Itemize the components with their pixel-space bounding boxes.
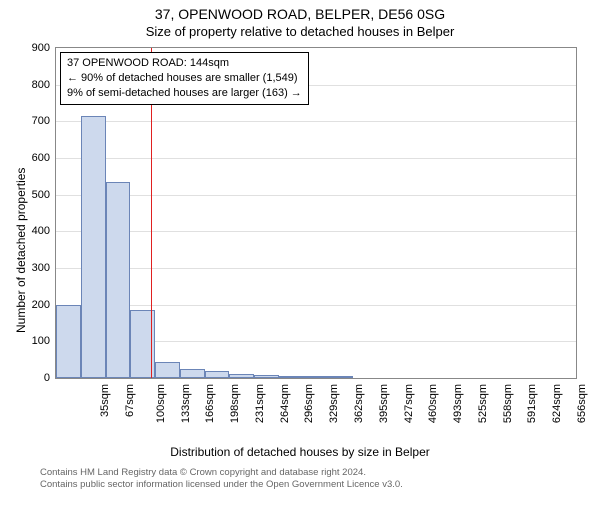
x-tick-label: 656sqm: [576, 384, 588, 423]
gridline: [56, 121, 576, 122]
x-tick-label: 231sqm: [254, 384, 266, 423]
y-tick-label: 100: [20, 335, 50, 347]
x-tick-label: 558sqm: [502, 384, 514, 423]
histogram-bar: [304, 376, 329, 378]
page-subtitle: Size of property relative to detached ho…: [0, 24, 600, 39]
footer-attribution: Contains HM Land Registry data © Crown c…: [40, 467, 600, 492]
gridline: [56, 158, 576, 159]
annotation-line-2: ← 90% of detached houses are smaller (1,…: [67, 71, 302, 86]
annotation-line-3: 9% of semi-detached houses are larger (1…: [67, 86, 302, 101]
histogram-bar: [155, 362, 180, 379]
x-tick-label: 493sqm: [452, 384, 464, 423]
histogram-bar: [328, 376, 353, 378]
x-tick-label: 460sqm: [427, 384, 439, 423]
gridline: [56, 268, 576, 269]
histogram-bar: [180, 369, 205, 378]
x-tick-label: 362sqm: [353, 384, 365, 423]
footer-line-2: Contains public sector information licen…: [40, 479, 600, 491]
y-tick-label: 300: [20, 262, 50, 274]
gridline: [56, 195, 576, 196]
y-tick-label: 500: [20, 189, 50, 201]
y-tick-label: 700: [20, 115, 50, 127]
y-tick-label: 400: [20, 225, 50, 237]
x-tick-label: 591sqm: [526, 384, 538, 423]
histogram-bar: [254, 375, 279, 378]
x-tick-label: 624sqm: [551, 384, 563, 423]
y-tick-label: 0: [20, 372, 50, 384]
histogram-bar: [205, 371, 230, 378]
histogram-bar: [279, 376, 304, 378]
histogram-bar: [56, 305, 81, 378]
x-tick-label: 133sqm: [180, 384, 192, 423]
x-tick-label: 296sqm: [304, 384, 316, 423]
x-tick-label: 329sqm: [328, 384, 340, 423]
x-tick-label: 198sqm: [229, 384, 241, 423]
x-tick-label: 100sqm: [155, 384, 167, 423]
gridline: [56, 305, 576, 306]
annotation-line-1: 37 OPENWOOD ROAD: 144sqm: [67, 56, 302, 71]
y-tick-label: 800: [20, 79, 50, 91]
x-tick-label: 166sqm: [205, 384, 217, 423]
x-tick-label: 525sqm: [477, 384, 489, 423]
footer-line-1: Contains HM Land Registry data © Crown c…: [40, 467, 600, 479]
plot-area: 010020030040050060070080090035sqm67sqm10…: [55, 47, 577, 379]
gridline: [56, 231, 576, 232]
page-title: 37, OPENWOOD ROAD, BELPER, DE56 0SG: [0, 6, 600, 22]
histogram-bar: [106, 182, 131, 378]
annotation-box: 37 OPENWOOD ROAD: 144sqm← 90% of detache…: [60, 52, 309, 105]
x-tick-label: 35sqm: [99, 384, 111, 417]
y-tick-label: 900: [20, 42, 50, 54]
x-tick-label: 264sqm: [279, 384, 291, 423]
chart-container: Number of detached properties 0100200300…: [0, 43, 600, 443]
x-tick-label: 395sqm: [378, 384, 390, 423]
y-tick-label: 200: [20, 299, 50, 311]
x-tick-label: 427sqm: [403, 384, 415, 423]
y-tick-label: 600: [20, 152, 50, 164]
x-axis-label: Distribution of detached houses by size …: [0, 445, 600, 459]
histogram-bar: [229, 374, 254, 378]
x-tick-label: 67sqm: [124, 384, 136, 417]
histogram-bar: [81, 116, 106, 378]
